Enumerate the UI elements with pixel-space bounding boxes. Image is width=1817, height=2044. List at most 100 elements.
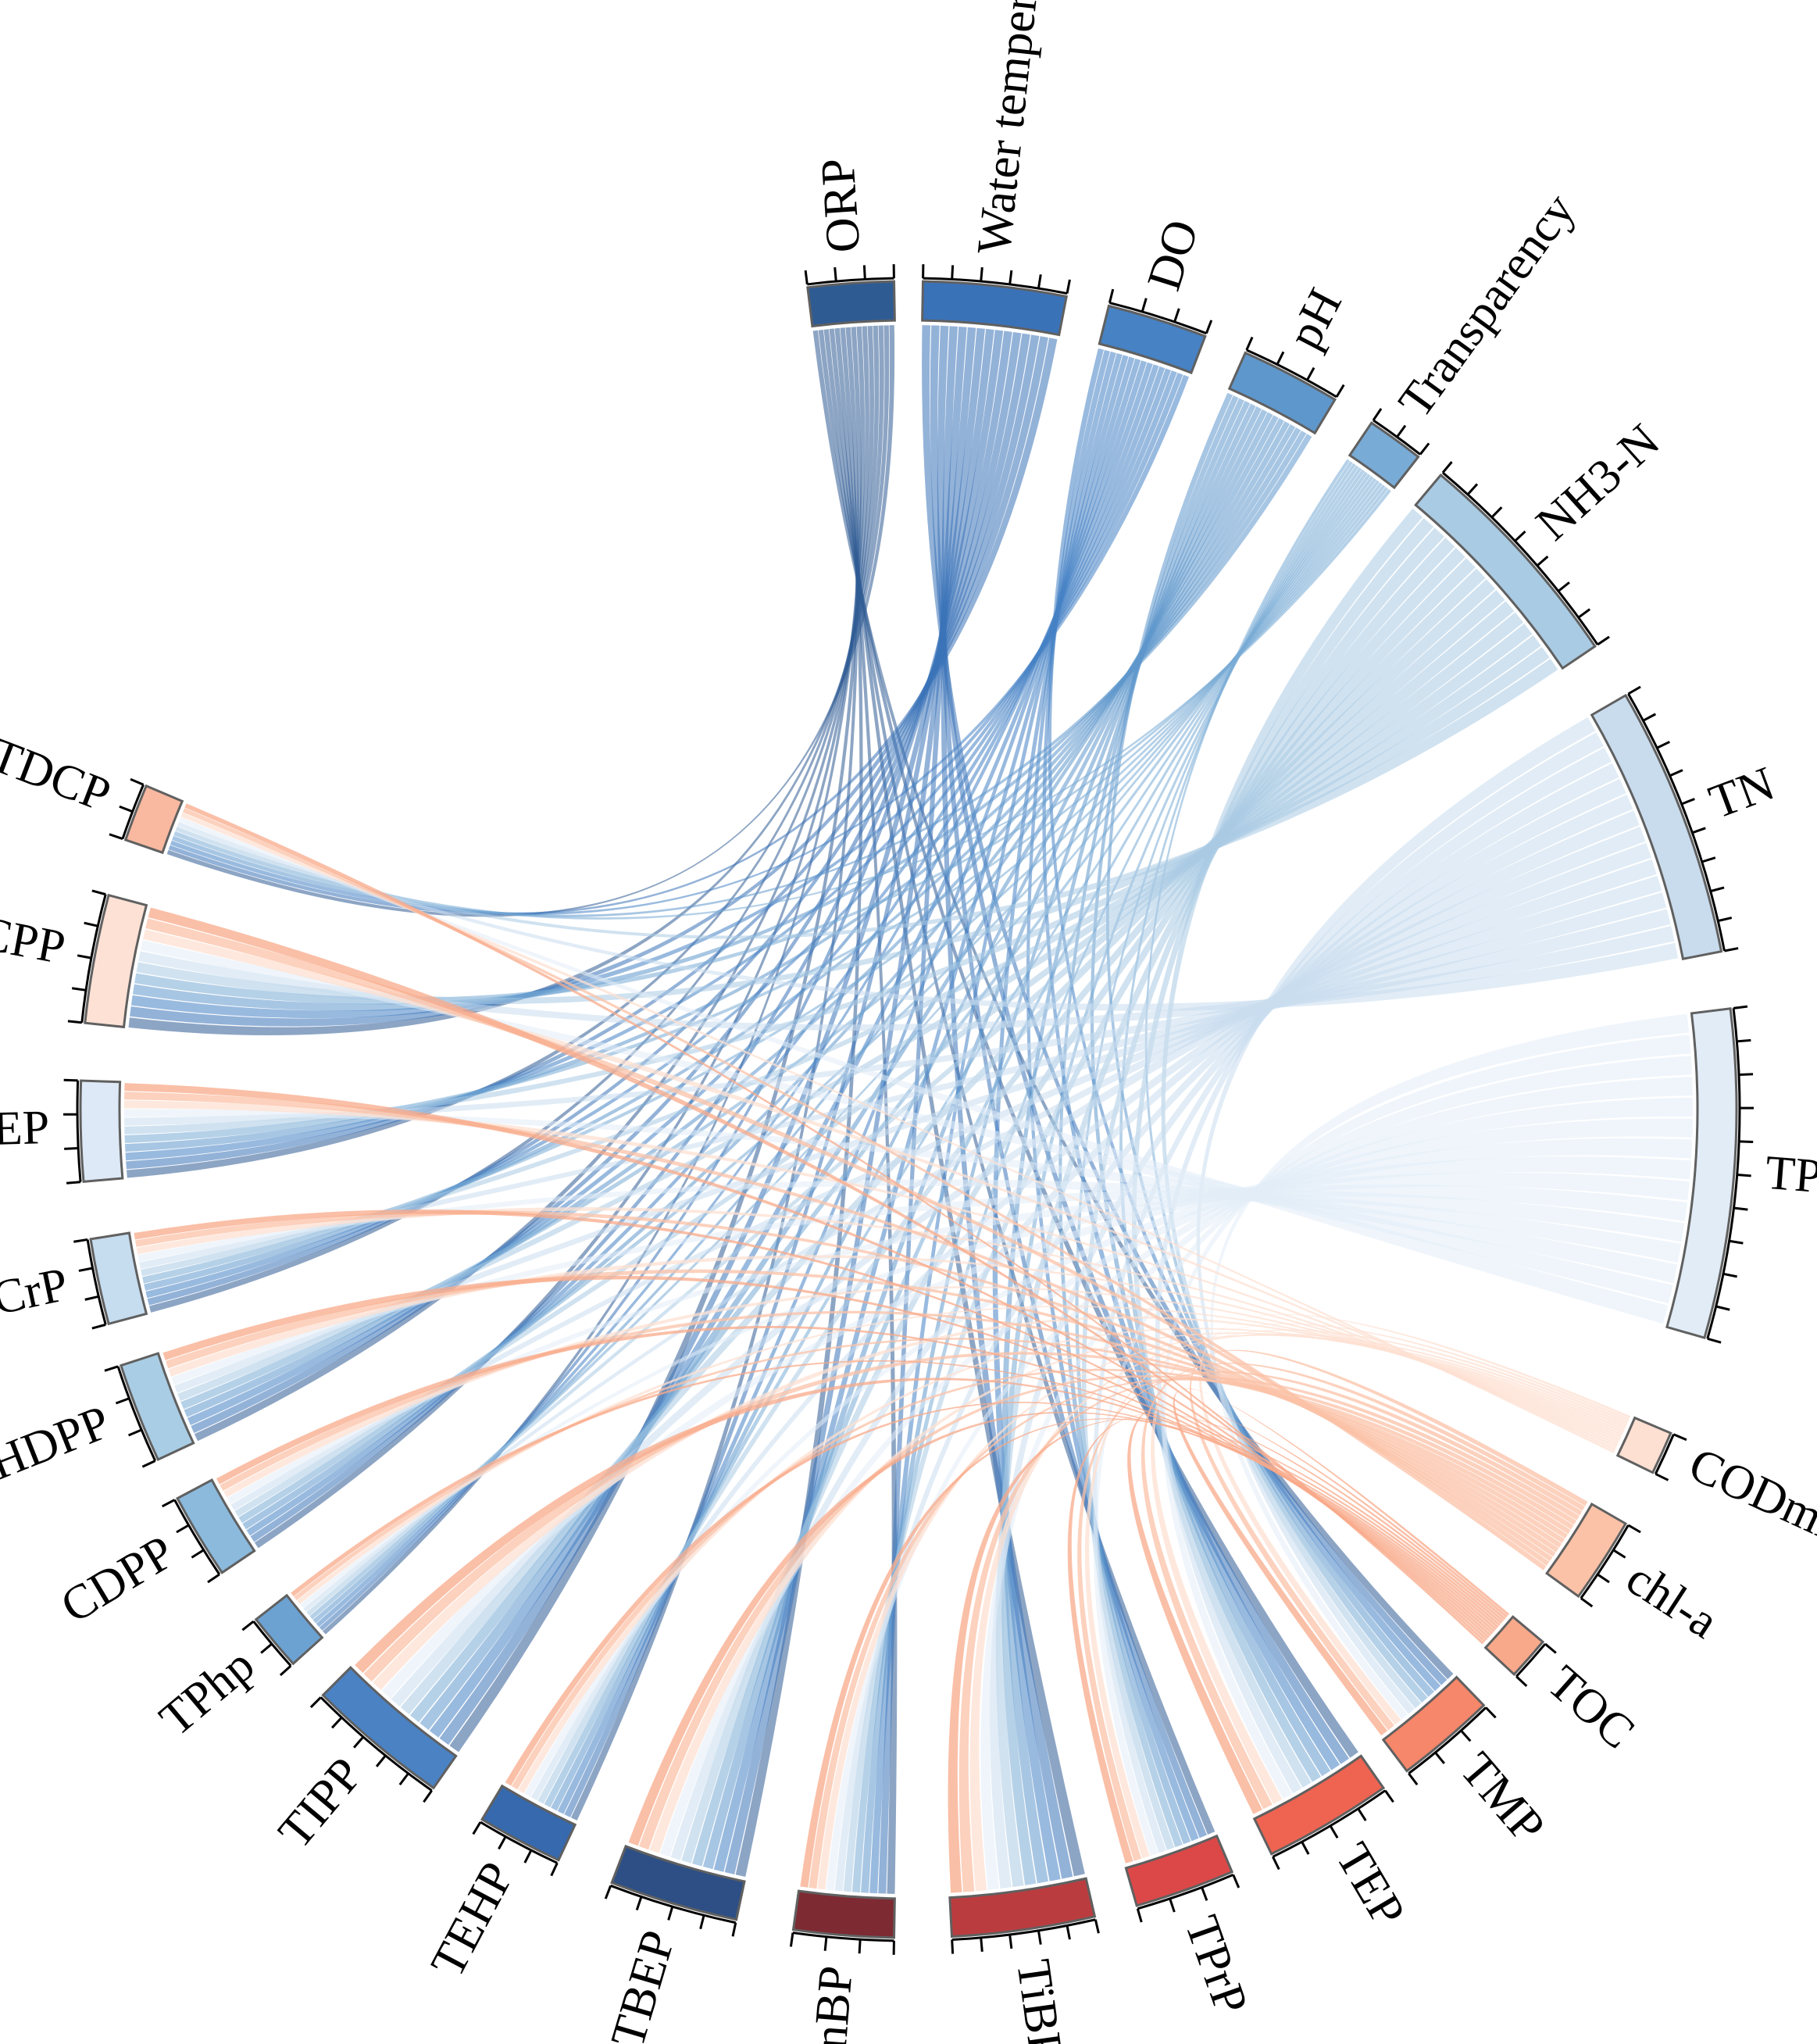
axis-tick: [109, 833, 123, 841]
segment-axis-line: [1109, 302, 1207, 335]
axis-tick: [604, 1885, 612, 1899]
axis-tick: [523, 1849, 533, 1864]
segment-layer: [63, 264, 1755, 1955]
axis-tick: [260, 1642, 273, 1654]
axis-tick: [858, 1939, 862, 1954]
axis-tick: [498, 1835, 507, 1850]
axis-tick: [91, 889, 106, 896]
segment-label: TCrP: [0, 1258, 73, 1331]
axis-tick: [1301, 1841, 1310, 1855]
axis-tick: [130, 777, 145, 786]
segment-label: ORP: [811, 156, 870, 254]
axis-tick: [1466, 483, 1479, 495]
segment-label: TP: [1763, 1146, 1817, 1203]
segment-axis-line: [76, 1080, 82, 1182]
segment-arc-cdpp: [176, 1478, 256, 1574]
axis-tick: [161, 1499, 176, 1508]
axis-tick: [241, 1620, 255, 1631]
axis-tick: [375, 1754, 387, 1767]
axis-tick: [1419, 442, 1430, 456]
segment-label: chl-a: [1617, 1552, 1727, 1649]
axis-tick: [1201, 1887, 1208, 1901]
segment-axis-line: [1580, 1524, 1630, 1599]
axis-tick: [1008, 1934, 1013, 1949]
segment-label: TPhp: [150, 1638, 265, 1746]
axis-tick: [1372, 408, 1383, 421]
segment-arc-tprp: [1124, 1834, 1234, 1907]
segment-label: TiBP: [1006, 1956, 1073, 2044]
chord-ribbon: [174, 875, 1662, 1393]
segment-label: TN: [1702, 757, 1781, 830]
axis-tick: [1737, 1038, 1751, 1043]
axis-tick: [309, 1696, 322, 1709]
axis-tick: [84, 921, 98, 927]
segment-axis-line: [1627, 693, 1726, 952]
segment-arc-ph: [1227, 351, 1337, 435]
axis-tick: [1173, 308, 1180, 323]
segment-axis-line: [807, 277, 894, 286]
segment-arc-tcpp: [84, 893, 148, 1029]
chord-ribbon: [172, 434, 1312, 917]
segment-arc-tep: [1252, 1754, 1386, 1856]
axis-tick: [1627, 1524, 1641, 1534]
axis-tick: [1597, 1573, 1610, 1584]
axis-tick: [804, 270, 809, 285]
axis-tick: [731, 1922, 737, 1937]
segment-arc-tehp: [480, 1784, 577, 1862]
axis-tick: [1141, 298, 1148, 313]
chord-ribbon: [130, 336, 1048, 1027]
axis-tick: [119, 805, 134, 813]
chord-ribbon: [878, 327, 967, 1894]
segment-label: TCEP: [0, 1101, 50, 1157]
axis-tick: [1724, 947, 1739, 952]
segment-arc-water-temperature: [921, 280, 1069, 337]
axis-tick: [1232, 1874, 1240, 1889]
segment-label: NH3-N: [1526, 414, 1670, 551]
axis-tick: [67, 1020, 82, 1024]
axis-tick: [472, 1821, 482, 1835]
segment-arc-tmp: [1381, 1675, 1486, 1773]
axis-tick: [104, 1365, 119, 1372]
axis-tick: [951, 1939, 955, 1954]
segment-arc-tibp: [948, 1877, 1097, 1939]
axis-tick: [66, 1181, 81, 1185]
axis-tick: [207, 1573, 220, 1584]
axis-tick: [77, 954, 92, 959]
segment-axis-line: [610, 1884, 737, 1924]
chord-ribbon: [136, 1207, 1619, 1446]
axis-tick: [78, 1267, 93, 1272]
axis-tick: [1733, 1206, 1748, 1211]
axis-tick: [1066, 1925, 1071, 1940]
segment-axis-line: [1408, 1706, 1487, 1774]
segment-label: TCPP: [0, 901, 70, 974]
segment-label: TPrP: [1175, 1910, 1258, 2021]
axis-tick: [1384, 1789, 1394, 1803]
axis-tick: [1037, 274, 1042, 289]
segment-axis-line: [951, 1918, 1096, 1942]
chord-ribbon: [551, 409, 1268, 1811]
axis-tick: [1722, 1272, 1737, 1278]
axis-tick: [1460, 1729, 1472, 1742]
segment-arc-codmn: [1615, 1416, 1672, 1474]
axis-tick: [635, 1896, 643, 1911]
segment-arc-tcep: [79, 1079, 124, 1184]
segment-axis-line: [86, 1239, 107, 1325]
segment-axis-line: [1272, 1789, 1387, 1858]
segment-axis-line: [1706, 1008, 1741, 1339]
segment-axis-line: [1246, 348, 1337, 398]
chord-ribbon: [166, 325, 895, 917]
segment-axis-line: [923, 277, 1068, 295]
segment-arc-toc: [1483, 1615, 1545, 1677]
axis-tick: [1729, 1239, 1744, 1245]
axis-tick: [1715, 1305, 1730, 1311]
segment-label: DO: [1137, 214, 1209, 297]
axis-tick: [1276, 351, 1285, 366]
axis-tick: [1597, 635, 1610, 646]
segment-arc-tbep: [610, 1844, 746, 1921]
axis-tick: [84, 1295, 99, 1301]
axis-tick: [1655, 1473, 1669, 1481]
axis-tick: [1396, 424, 1407, 438]
axis-tick: [1108, 288, 1115, 303]
segment-label: Water temperature: [967, 0, 1058, 257]
segment-axis-line: [1441, 471, 1599, 645]
